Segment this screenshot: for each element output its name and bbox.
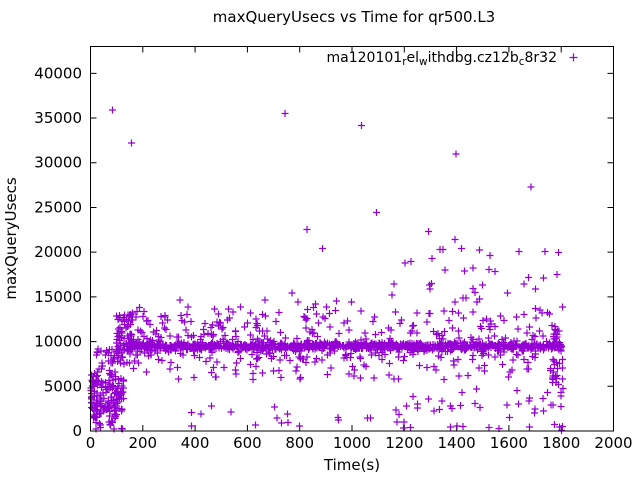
x-axis-label: Time(s)	[323, 456, 380, 474]
y-tick-label: 5000	[44, 377, 82, 395]
x-tick-label: 1000	[333, 434, 371, 452]
x-tick-labels: 0 200 400 600 800 1000 1200 1400 1600 1800 2000	[86, 434, 633, 452]
x-tick-label: 1600	[490, 434, 528, 452]
x-tick-label: 2000	[594, 434, 632, 452]
y-tick-label: 10000	[34, 333, 82, 351]
x-tick-label: 400	[181, 434, 210, 452]
y-tick-label: 30000	[34, 154, 82, 172]
data-points-scatter	[87, 106, 567, 434]
x-tick-label: 200	[128, 434, 157, 452]
x-tick-label: 800	[285, 434, 314, 452]
x-tick-label: 1400	[438, 434, 476, 452]
x-tick-label: 1800	[542, 434, 580, 452]
y-axis-label: maxQueryUsecs	[2, 177, 20, 300]
y-tick-label: 15000	[34, 288, 82, 306]
y-tick-label: 20000	[34, 243, 82, 261]
legend-plus-marker-icon	[569, 53, 578, 62]
legend-label: ma120101relwithdbg.cz12bc8r32	[327, 50, 557, 68]
x-tick-label: 1200	[385, 434, 423, 452]
legend: ma120101relwithdbg.cz12bc8r32	[327, 50, 578, 68]
y-tick-labels: 0 5000 10000 15000 20000 25000 30000 35000 40000	[34, 64, 82, 440]
y-tick-label: 40000	[34, 64, 82, 82]
x-tick-label: 600	[233, 434, 262, 452]
chart-title: maxQueryUsecs vs Time for qr500.L3	[213, 8, 495, 26]
plot-border	[90, 46, 614, 432]
x-tick-label: 0	[86, 434, 96, 452]
axis-tick-marks	[90, 46, 614, 432]
y-tick-label: 0	[72, 422, 82, 440]
y-tick-label: 35000	[34, 109, 82, 127]
y-tick-label: 25000	[34, 198, 82, 216]
